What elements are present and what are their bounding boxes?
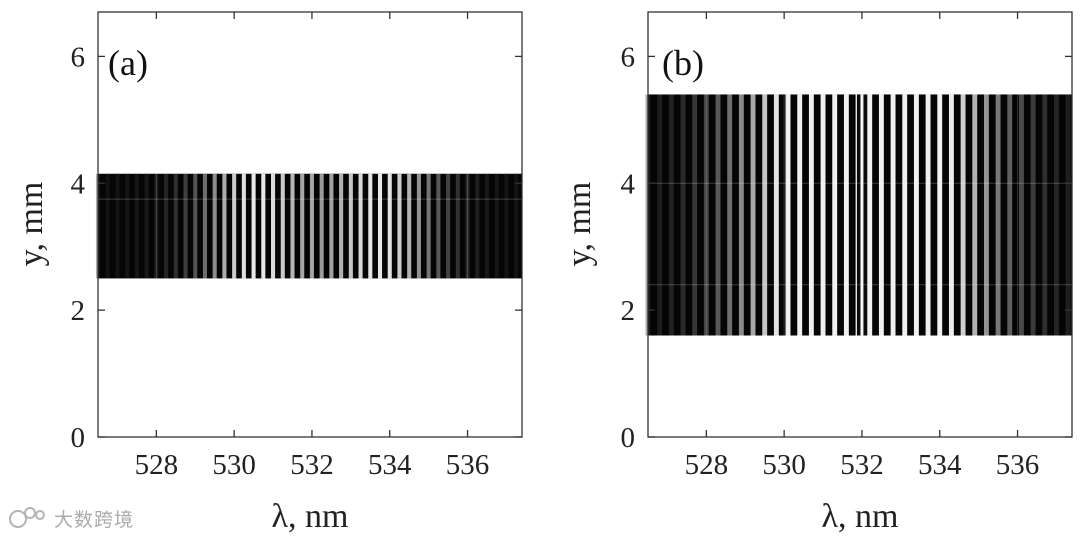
x-tick-label: 532	[290, 449, 334, 481]
chart-panel-b: 528 530 532 534 536 0 2 4 6 (b) λ, nm y, mm	[561, 11, 1073, 535]
watermark-text: 大数跨境	[54, 508, 135, 531]
x-tick-label: 528	[135, 449, 179, 481]
x-tick-label: 534	[368, 449, 412, 481]
panel-label-b: (b)	[662, 43, 704, 83]
spectrum-image-b	[645, 94, 1072, 336]
y-tick-label: 6	[71, 41, 86, 73]
y-axis-title-a: y, mm	[13, 182, 50, 267]
y-tick-label: 2	[71, 295, 86, 327]
image-noise	[98, 173, 522, 279]
ticks-b: 528 530 532 534 536 0 2 4 6	[621, 12, 1072, 481]
grid-a	[98, 173, 522, 279]
y-axis-title-b: y, mm	[561, 182, 598, 267]
x-tick-label: 530	[212, 449, 256, 481]
panel-label-a: (a)	[108, 43, 148, 83]
y-tick-label: 2	[621, 295, 636, 327]
y-tick-label: 0	[71, 422, 86, 454]
x-tick-label: 536	[446, 449, 490, 481]
spectrum-image-a	[95, 173, 522, 279]
axes-frame-a	[97, 11, 523, 438]
grid-b	[648, 94, 1072, 336]
x-tick-label: 528	[685, 449, 729, 481]
y-tick-label: 4	[621, 168, 636, 200]
axes-frame-b	[647, 11, 1073, 438]
ticks-a: 528 530 532 534 536 0 2 4 6	[71, 12, 522, 481]
x-tick-label: 536	[996, 449, 1040, 481]
watermark: 大数跨境	[8, 503, 134, 533]
y-tick-label: 4	[71, 168, 86, 200]
x-tick-label: 530	[762, 449, 806, 481]
x-axis-title-a: λ, nm	[272, 498, 349, 535]
y-tick-label: 0	[621, 422, 636, 454]
x-tick-label: 534	[918, 449, 962, 481]
x-axis-title-b: λ, nm	[822, 498, 899, 535]
chart-panel-a: 528 530 532 534 536 0 2 4 6 (a) λ, nm y, mm	[13, 11, 523, 535]
x-tick-label: 532	[840, 449, 884, 481]
logo-icon	[9, 507, 45, 528]
y-tick-label: 6	[621, 41, 636, 73]
image-noise	[648, 94, 1072, 336]
